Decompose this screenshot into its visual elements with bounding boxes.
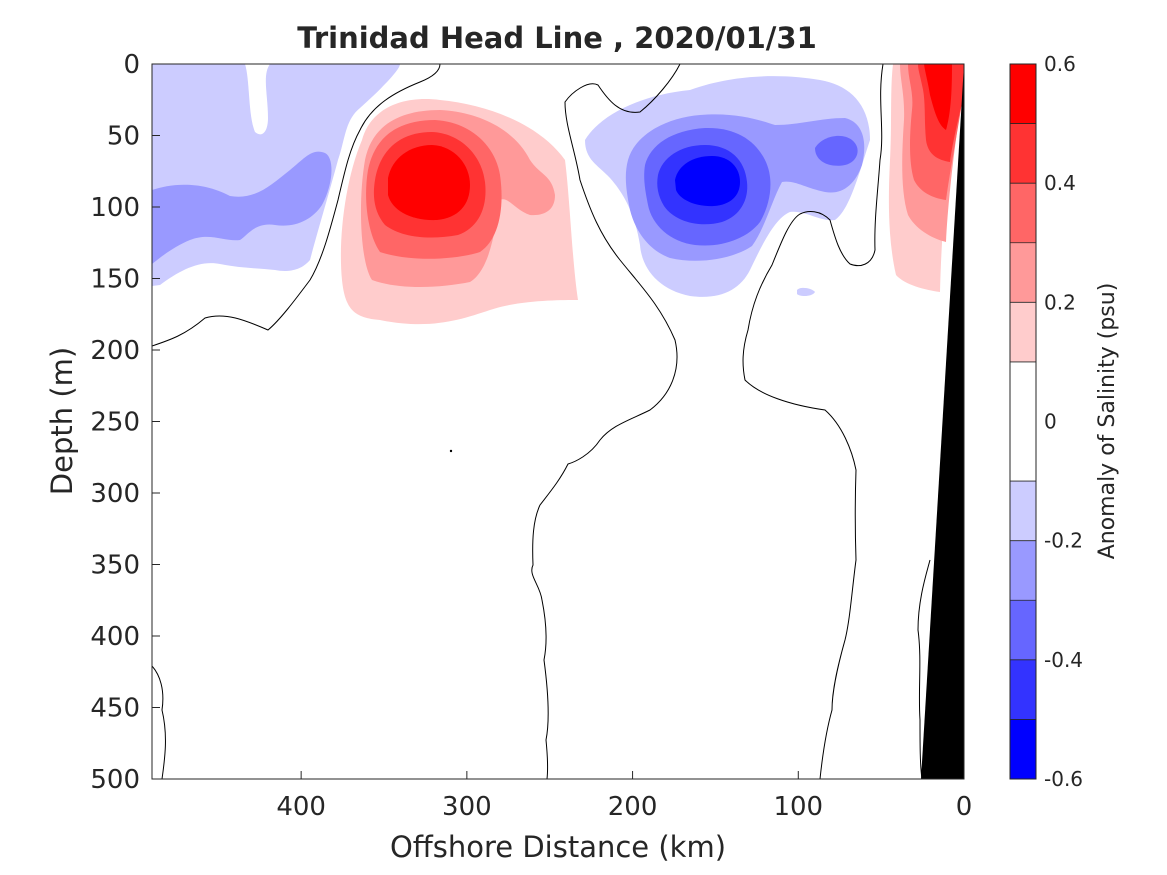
seafloor-bathymetry [921,64,964,779]
y-tick-label: 450 [90,694,140,724]
zero-contour-east [742,64,884,779]
colorbar-tick-label: -0.6 [1044,767,1083,791]
y-tick-label: 300 [90,479,140,509]
colorbar-frame [1009,63,1037,780]
x-tick-label: 400 [276,792,326,822]
zero-contour-center [531,64,681,779]
colorbar-label: Anomaly of Salinity (psu) [1095,283,1120,560]
colorbar-tick-label: 0.6 [1044,52,1076,76]
colorbar-band [1010,361,1036,482]
x-tick-label: 200 [608,792,658,822]
y-tick-label: 150 [90,265,140,295]
colorbar-ticks: 0.6 0.4 0.2 0 -0.2 -0.4 -0.6 [1044,52,1083,791]
tiny-fresh-patch [797,287,815,297]
colorbar-tick-label: 0.2 [1044,290,1076,314]
colorbar-band [1010,659,1036,720]
y-tick-label: 50 [107,122,140,152]
colorbar-tick-label: 0.4 [1044,171,1076,195]
y-tick-label: 250 [90,408,140,438]
y-tick-label: 100 [90,193,140,223]
colorbar-band [1010,123,1036,184]
y-tick-label: 400 [90,622,140,652]
colorbar-band [1010,481,1036,541]
colorbar-tick-label: 0 [1044,410,1057,434]
small-fresh-core [815,135,858,166]
colorbar-band [1010,183,1036,243]
y-tick-label: 200 [90,336,140,366]
colorbar [1010,63,1036,780]
y-tick-label: 0 [123,50,140,80]
y-axis: 0 50 100 150 200 250 300 350 400 450 500 [90,50,160,795]
x-tick-label: 300 [442,792,492,822]
colorbar-band [1010,600,1036,660]
colorbar-band [1010,540,1036,601]
chart-title: Trinidad Head Line , 2020/01/31 [297,21,817,55]
zero-contour-west [152,64,441,347]
colorbar-tick-label: -0.4 [1044,648,1083,672]
x-tick-label: 100 [773,792,823,822]
offshore-eddy-band-0.5 [388,145,470,221]
y-tick-label: 500 [90,765,140,795]
nearshore-band-0.5 [924,64,952,130]
x-tick-label: 0 [956,792,973,822]
colorbar-band [1010,242,1036,303]
colorbar-tick-label: -0.2 [1044,529,1083,553]
colorbar-band [1010,719,1036,779]
y-tick-label: 350 [90,551,140,581]
colorbar-band [1010,302,1036,362]
zero-contour-shelf [917,559,931,779]
western-fresh-layer-mid [152,151,332,264]
mid-eddy-band-0.5 [675,156,740,207]
zero-contour-southwest [152,665,166,779]
y-axis-label: Depth (m) [45,347,79,495]
colorbar-band [1010,64,1036,124]
x-axis-label: Offshore Distance (km) [390,830,726,864]
contour-speck [449,449,453,453]
x-axis: 400 300 200 100 0 [276,771,972,822]
